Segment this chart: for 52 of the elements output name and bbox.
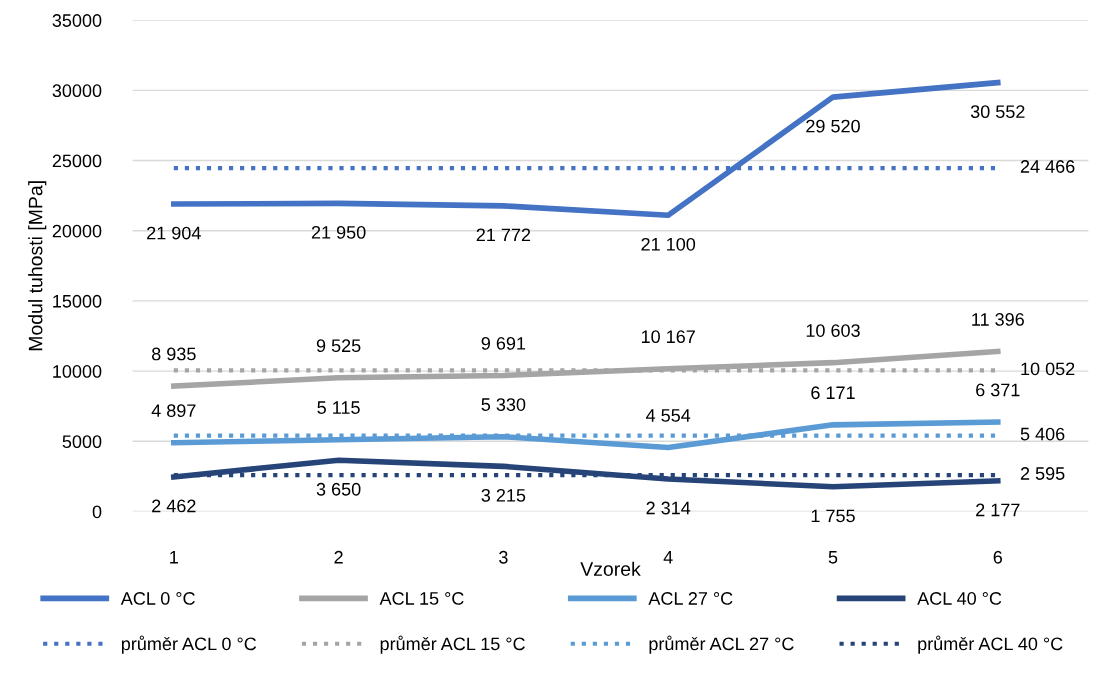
data-label: 29 520	[806, 119, 860, 133]
data-label: 2 462	[152, 499, 196, 513]
data-label: 10 052	[1021, 362, 1075, 376]
y-tick-label: 0	[92, 505, 102, 519]
legend-label: ACL 15 °C	[379, 592, 464, 605]
x-tick-label: 5	[828, 551, 838, 564]
data-label: 8 935	[151, 347, 196, 361]
y-tick-label: 5000	[62, 435, 102, 449]
data-label: 30 552	[970, 105, 1025, 119]
data-label: 5 406	[1020, 427, 1065, 441]
legend-label: průměr ACL 15 °C	[380, 635, 525, 654]
y-tick-label: 25000	[52, 154, 102, 168]
data-label: 24 466	[1020, 160, 1075, 173]
data-label: 21 904	[147, 226, 201, 240]
data-label: 10 603	[806, 324, 860, 337]
legend-label: průměr ACL 40 °C	[918, 635, 1063, 654]
x-tick-label: 6	[993, 550, 1003, 564]
data-label: 3 215	[481, 488, 526, 502]
legend-label: ACL 40 °C	[917, 592, 1002, 605]
data-label: 9 525	[316, 339, 361, 353]
x-tick-label: 4	[663, 551, 673, 564]
data-label: 2 595	[1020, 467, 1065, 480]
x-tick-label: 2	[334, 550, 343, 564]
data-label: 10 167	[641, 330, 695, 344]
data-label: 6 171	[811, 386, 855, 400]
x-axis-title: Vzorek	[580, 561, 641, 576]
legend-label: průměr ACL 27 °C	[649, 635, 794, 654]
data-label: 21 950	[311, 225, 366, 239]
y-tick-label: 20000	[52, 224, 102, 238]
y-tick-label: 10000	[53, 365, 102, 378]
data-label: 9 691	[481, 336, 526, 350]
data-label: 11 396	[972, 313, 1024, 326]
y-tick-label: 30000	[52, 84, 102, 98]
data-label: 4 897	[151, 404, 196, 418]
data-label: 6 371	[976, 383, 1020, 397]
data-label: 3 650	[316, 482, 361, 496]
data-label: 2 314	[646, 501, 691, 515]
legend-label: ACL 27 °C	[648, 592, 733, 605]
data-label: 4 554	[646, 409, 691, 422]
legend-label: ACL 0 °C	[120, 592, 195, 605]
x-tick-label: 1	[170, 551, 178, 564]
data-label: 21 100	[641, 237, 696, 251]
x-tick-label: 3	[499, 550, 508, 564]
y-axis-title: Modul tuhosti [MPa]	[28, 181, 47, 351]
legend-label: průměr ACL 0 °C	[121, 635, 257, 654]
y-tick-label: 15000	[53, 294, 102, 308]
y-tick-label: 35000	[52, 14, 102, 27]
data-label: 5 330	[481, 398, 526, 411]
data-label: 21 772	[476, 228, 531, 242]
data-label: 1 755	[811, 509, 855, 523]
data-label: 5 115	[317, 401, 360, 414]
data-label: 2 177	[976, 503, 1020, 517]
